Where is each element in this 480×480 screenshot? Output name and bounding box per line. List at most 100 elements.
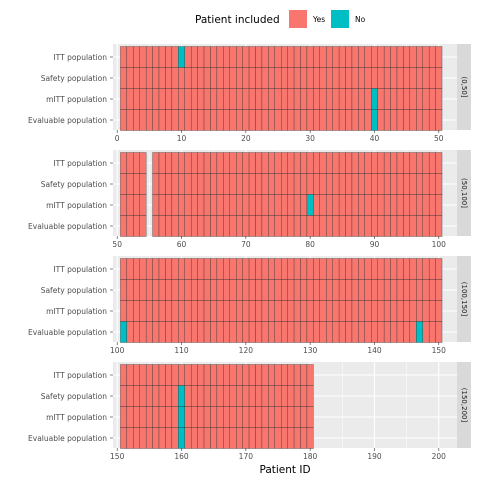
tile-included [171, 385, 179, 407]
tile-included [274, 300, 282, 322]
tile-included [255, 88, 263, 110]
tile-included [403, 46, 411, 68]
tile-included [190, 427, 198, 449]
tile-included [274, 46, 282, 68]
tile-included [319, 300, 327, 322]
tile-included [428, 279, 436, 301]
tile-included [358, 194, 366, 216]
tile-included [248, 279, 256, 301]
tile-included [435, 46, 443, 68]
tile-included [145, 321, 153, 343]
tile-included [236, 46, 243, 68]
tile-included [184, 88, 192, 110]
tile-included [416, 215, 423, 237]
tile-included [236, 364, 243, 386]
tile-included [165, 279, 173, 301]
tile-included [274, 67, 282, 89]
tile-included [210, 67, 218, 89]
tile-included [371, 258, 378, 280]
tile-included [255, 321, 263, 343]
y-axis-label: Safety population [41, 74, 108, 83]
tile-included [197, 321, 205, 343]
tile-included [268, 406, 275, 428]
tile-included [281, 194, 288, 216]
tile-included [351, 258, 359, 280]
tile-included [242, 215, 250, 237]
tile-included [293, 152, 301, 174]
tile-included [229, 173, 237, 195]
tile-included [139, 46, 147, 68]
tile-included [403, 173, 411, 195]
tile-included [396, 109, 404, 131]
tile-included [242, 258, 250, 280]
tile-included [435, 279, 443, 301]
tile-included [190, 406, 198, 428]
tile-included [274, 279, 282, 301]
tile-included [216, 215, 224, 237]
tile-included [293, 215, 301, 237]
tile-included [178, 215, 185, 237]
tile-included [293, 67, 301, 89]
facet-strip-label: (0,50] [460, 76, 468, 97]
tile-included [351, 300, 359, 322]
tile-included [190, 109, 198, 131]
tile-included [133, 67, 140, 89]
tile-included [216, 258, 224, 280]
tile-included [287, 279, 295, 301]
tile-included [351, 88, 359, 110]
tile-included [178, 364, 185, 386]
tile-included [203, 364, 211, 386]
tile-included [242, 406, 250, 428]
tile-included [120, 385, 128, 407]
tile-included [390, 67, 398, 89]
tile-included [152, 385, 160, 407]
tile-included [358, 321, 366, 343]
tile-included [422, 109, 430, 131]
tile-included [326, 194, 333, 216]
tile-included [416, 88, 423, 110]
tile-included [435, 215, 443, 237]
tile-included [165, 67, 173, 89]
tile-included [326, 67, 333, 89]
tile-included [358, 279, 366, 301]
tile-included [203, 279, 211, 301]
tile-included [216, 67, 224, 89]
tile-included [287, 46, 295, 68]
tile-included [171, 88, 179, 110]
tile-included [409, 258, 417, 280]
tile-excluded [371, 88, 378, 110]
tile-included [152, 67, 160, 89]
tile-included [126, 385, 134, 407]
tile-included [152, 46, 160, 68]
tile-included [332, 215, 340, 237]
y-axis-label: Evaluable population [28, 434, 107, 443]
tile-included [416, 67, 423, 89]
x-tick-label: 150 [432, 346, 447, 355]
tile-included [248, 258, 256, 280]
tile-included [216, 321, 224, 343]
tile-included [184, 406, 192, 428]
x-tick-label: 60 [177, 240, 187, 249]
tile-included [197, 46, 205, 68]
tile-included [158, 109, 166, 131]
tile-included [428, 67, 436, 89]
tile-included [377, 173, 385, 195]
tile-included [133, 300, 140, 322]
tile-included [158, 67, 166, 89]
tile-included [236, 109, 243, 131]
tile-included [197, 88, 205, 110]
tile-included [236, 258, 243, 280]
tile-included [255, 194, 263, 216]
tile-included [428, 194, 436, 216]
tile-included [377, 67, 385, 89]
tile-included [409, 279, 417, 301]
tile-included [268, 321, 275, 343]
tile-included [332, 258, 340, 280]
tile-included [351, 215, 359, 237]
tile-included [242, 67, 250, 89]
tile-included [345, 321, 353, 343]
tile-included [422, 258, 430, 280]
tile-included [371, 46, 378, 68]
tile-included [287, 215, 295, 237]
tile-included [403, 88, 411, 110]
